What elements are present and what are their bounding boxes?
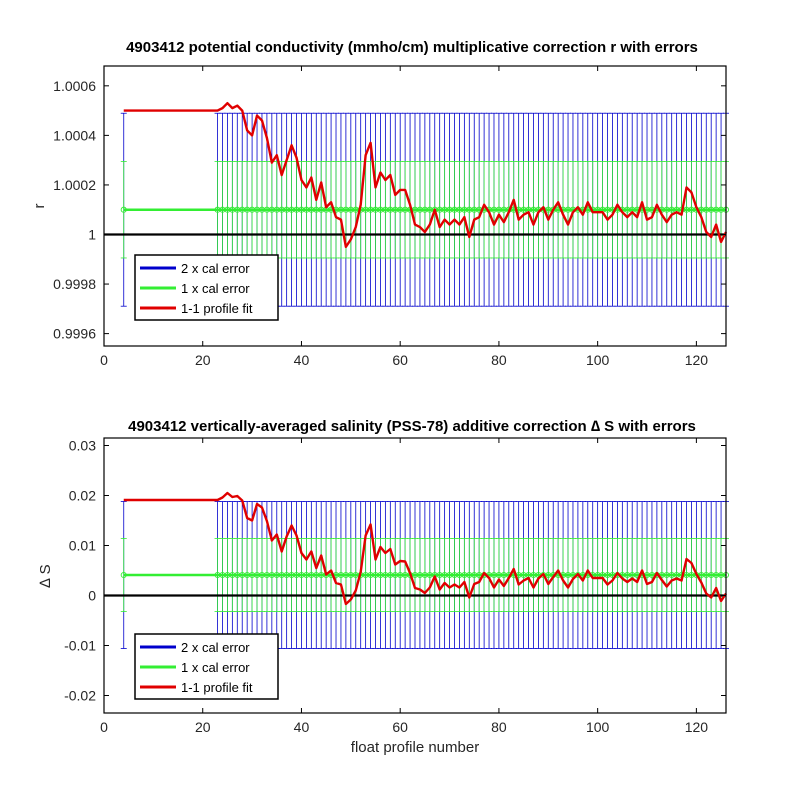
x-tick-label: 40 [294, 719, 310, 735]
plot-frame [103, 437, 727, 714]
x-axis: 0 20 40 60 80 100 120 [100, 66, 708, 368]
chart-title: 4903412 vertically-averaged salinity (PS… [128, 418, 696, 435]
legend-label-1x: 1 x cal error [181, 660, 250, 675]
y-tick-label: 0.9996 [53, 326, 96, 342]
y-tick-label: -0.01 [64, 638, 96, 654]
legend-label-1x: 1 x cal error [181, 281, 250, 296]
x-tick-label: 100 [586, 719, 610, 735]
profile-fit-line [123, 101, 728, 249]
y-tick-label: 1 [88, 226, 96, 242]
x-tick-label: 0 [100, 352, 108, 368]
y-axis: 0.9996 0.9998 1 1.0002 1.0004 1.0006 [53, 78, 726, 342]
y-tick-label: 0.9998 [53, 276, 96, 292]
x-tick-label: 60 [392, 352, 408, 368]
y-axis-label: ∆ S [37, 564, 54, 587]
x-axis-label: float profile number [351, 739, 479, 756]
y-axis: -0.02 -0.01 0 0.01 0.02 0.03 [64, 438, 726, 704]
cal-marker [120, 571, 127, 579]
x-tick-label: 0 [100, 719, 108, 735]
legend-label-fit: 1-1 profile fit [181, 301, 253, 316]
chart-title: 4903412 potential conductivity (mmho/cm)… [126, 39, 698, 56]
x-tick-label: 80 [491, 719, 507, 735]
cal-marker [120, 206, 127, 213]
panel-salinity: 4903412 vertically-averaged salinity (PS… [37, 418, 730, 756]
x-tick-label: 60 [392, 719, 408, 735]
panel-conductivity: 4903412 potential conductivity (mmho/cm)… [31, 39, 730, 368]
y-axis-label: r [31, 204, 48, 209]
legend-label-2x: 2 x cal error [181, 261, 250, 276]
plot-frame [103, 65, 727, 347]
legend: 2 x cal error 1 x cal error 1-1 profile … [134, 254, 279, 321]
y-tick-label: 0.03 [69, 438, 96, 454]
y-tick-label: -0.02 [64, 688, 96, 704]
legend-label-2x: 2 x cal error [181, 640, 250, 655]
y-tick-label: 0.01 [69, 538, 96, 554]
y-tick-label: 1.0006 [53, 78, 96, 94]
y-tick-label: 0.02 [69, 488, 96, 504]
x-tick-label: 120 [685, 352, 709, 368]
x-tick-label: 20 [195, 352, 211, 368]
x-tick-label: 20 [195, 719, 211, 735]
x-tick-label: 80 [491, 352, 507, 368]
x-tick-label: 40 [294, 352, 310, 368]
legend-label-fit: 1-1 profile fit [181, 680, 253, 695]
y-tick-label: 1.0002 [53, 177, 96, 193]
x-tick-label: 100 [586, 352, 610, 368]
legend: 2 x cal error 1 x cal error 1-1 profile … [134, 633, 279, 700]
y-tick-label: 0 [88, 588, 96, 604]
y-tick-label: 1.0004 [53, 127, 96, 143]
x-tick-label: 120 [685, 719, 709, 735]
profile-fit-line [123, 491, 728, 606]
